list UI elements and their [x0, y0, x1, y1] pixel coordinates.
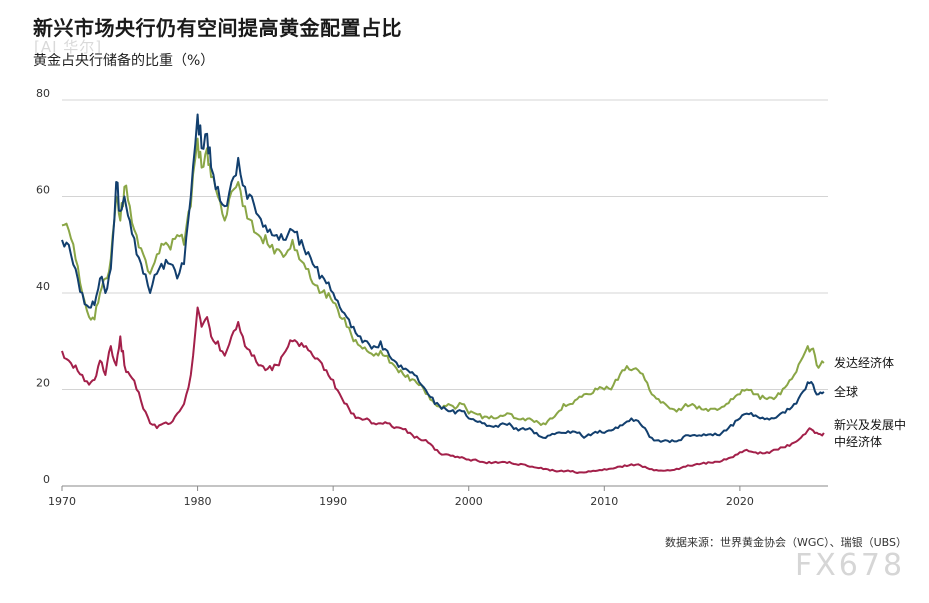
source-note: 数据来源：世界黄金协会（WGC）、瑞银（UBS） [665, 536, 907, 549]
x-tick-label-1990: 1990 [319, 495, 347, 508]
y-tick-label-20: 20 [36, 377, 50, 390]
series-line-3 [61, 306, 825, 474]
y-tick-label-60: 60 [36, 184, 50, 197]
series-line-2 [61, 113, 825, 444]
series-line-1 [61, 137, 825, 426]
x-tick-label-1970: 1970 [48, 495, 76, 508]
y-tick-label-0: 0 [43, 473, 50, 486]
series-label-2-line-1: 全球 [834, 384, 858, 399]
series-label-3-line-1: 新兴及发展中 [834, 417, 906, 432]
chart-title: 新兴市场央行仍有空间提高黄金配置占比 [33, 16, 402, 40]
x-tick-label-2010: 2010 [590, 495, 618, 508]
y-tick-label-40: 40 [36, 280, 50, 293]
x-tick-label-2020: 2020 [726, 495, 754, 508]
x-tick-label-2000: 2000 [455, 495, 483, 508]
x-tick-label-1980: 1980 [184, 495, 212, 508]
series-label-1-line-1: 发达经济体 [834, 355, 894, 370]
series-label-3-line-2: 中经济体 [834, 434, 882, 449]
chart-subtitle: 黄金占央行储备的比重（%） [33, 53, 215, 69]
watermark-bottom: FX678 [795, 548, 906, 583]
y-tick-label-80: 80 [36, 87, 50, 100]
watermark-top: [AI 华尔] [34, 38, 103, 56]
